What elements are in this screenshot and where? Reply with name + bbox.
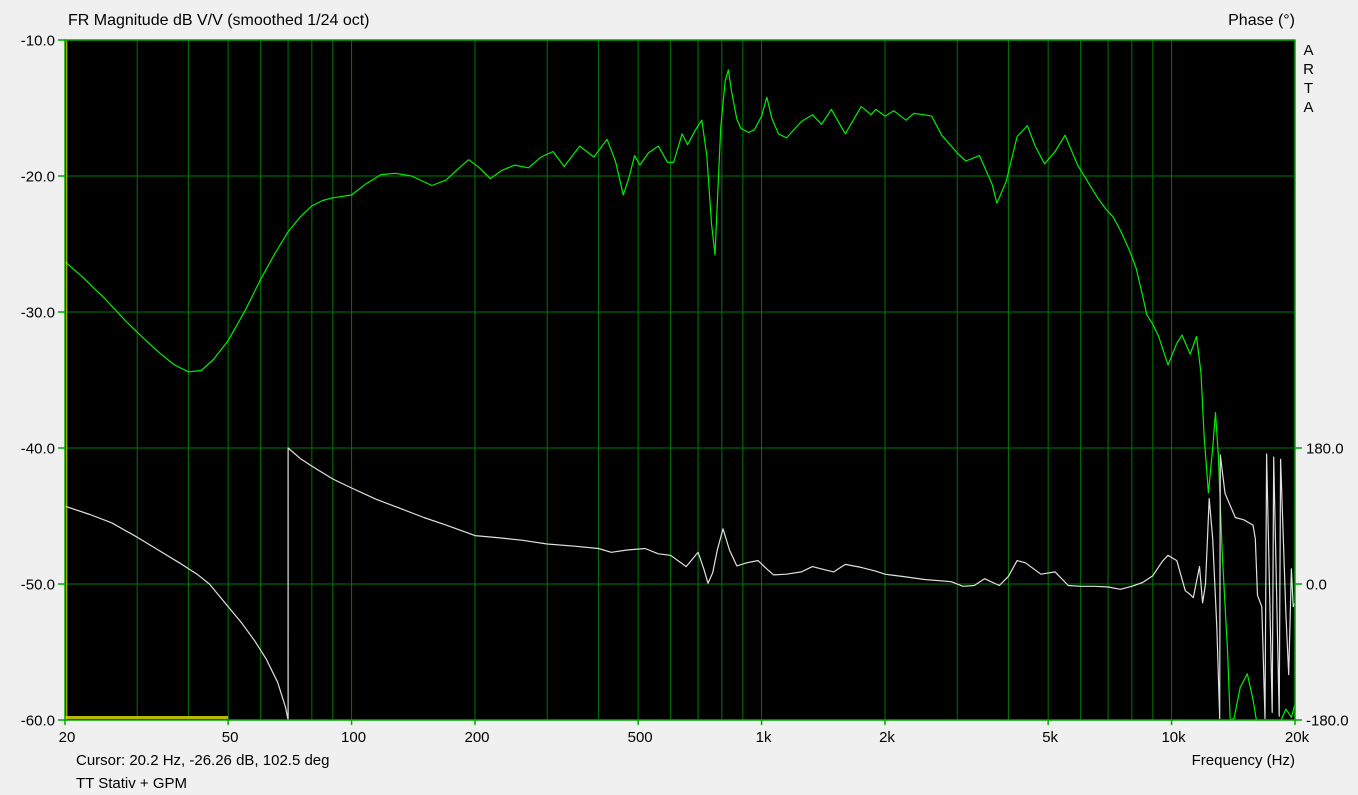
frequency-tick-label: 20k [1284,729,1310,746]
overlay-name-label: TT Stativ + GPM [76,775,187,792]
right-axis-title: Phase (°) [1228,12,1295,29]
frequency-tick-label: 50 [221,729,239,746]
magnitude-tick-label: -50.0 [20,576,55,594]
frequency-tick-label: 2k [879,729,895,746]
arta-brand-label: ARTA [1300,42,1317,118]
frequency-tick-label: 100 [341,729,367,746]
magnitude-tick-label: -40.0 [20,440,55,458]
frequency-tick-label: 20 [58,729,76,746]
magnitude-tick-label: -60.0 [20,712,55,730]
magnitude-tick-label: -20.0 [20,168,55,186]
frequency-tick-label: 1k [755,729,772,746]
marker-bar [65,716,229,719]
chart-title: FR Magnitude dB V/V (smoothed 1/24 oct) [68,12,370,29]
cursor-readout: Cursor: 20.2 Hz, -26.26 dB, 102.5 deg [76,752,330,769]
frequency-tick-label: 200 [464,729,490,746]
frequency-tick-label: 5k [1042,729,1059,746]
magnitude-tick-label: -10.0 [20,32,55,50]
frequency-tick-label: 500 [627,729,653,746]
x-axis-title: Frequency (Hz) [1191,752,1295,769]
plot-background [65,40,1295,720]
phase-tick-label: 0.0 [1306,576,1327,594]
magnitude-curve [64,69,1296,721]
phase-tick-label: -180.0 [1306,712,1349,730]
plot-border [64,39,1296,721]
magnitude-tick-label: -30.0 [20,304,55,322]
phase-curve [64,447,1296,721]
frequency-tick-label: 10k [1161,729,1186,746]
phase-tick-label: 180.0 [1306,440,1344,458]
